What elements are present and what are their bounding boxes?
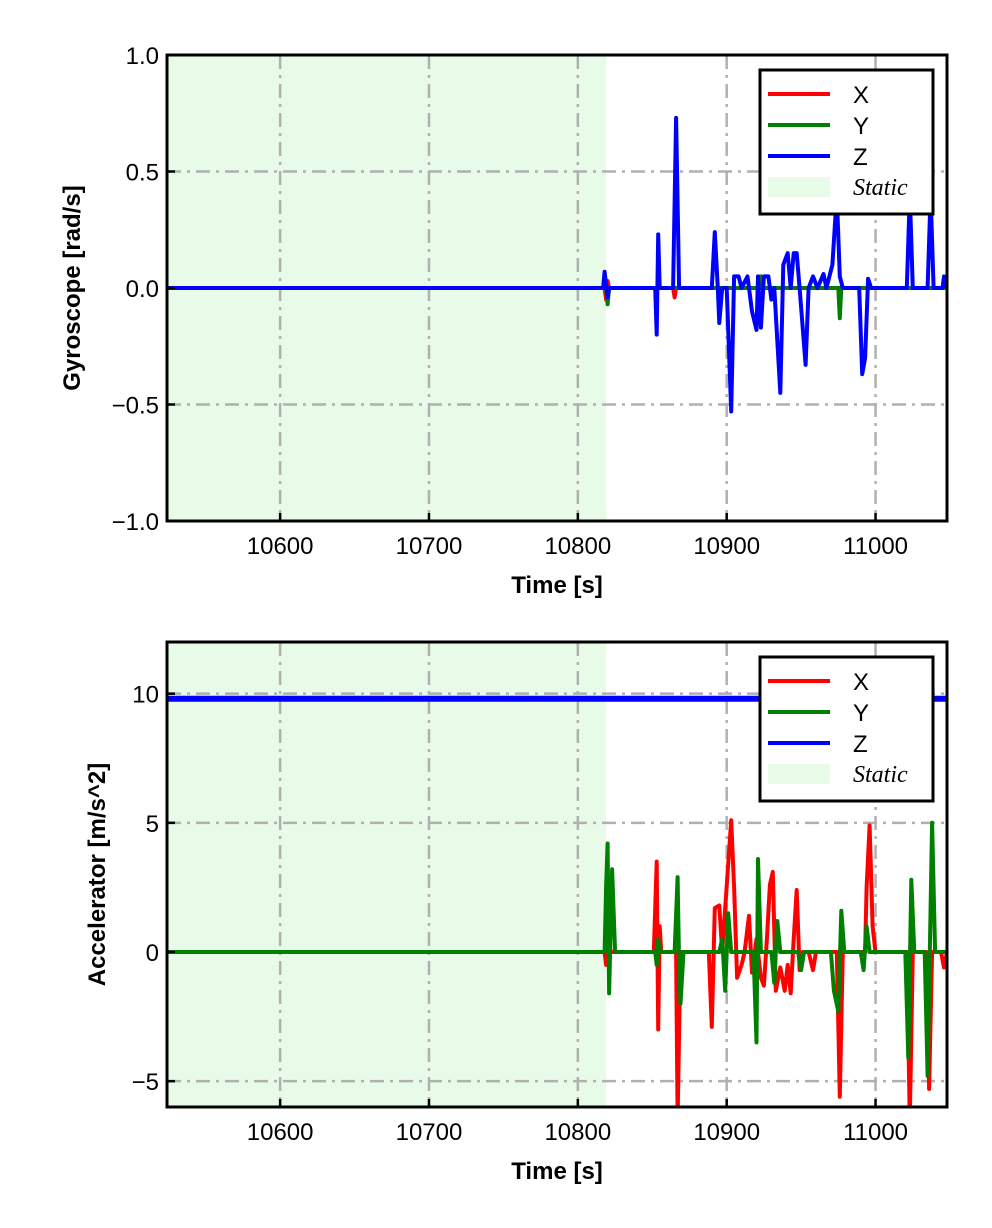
- y-tick-label: 0.5: [126, 160, 159, 187]
- x-tick-label: 10600: [247, 1119, 314, 1146]
- legend-label-static: Static: [853, 762, 908, 788]
- y-tick-label: 1.0: [126, 43, 159, 70]
- x-tick-label: 10600: [247, 533, 314, 560]
- y-tick-label: −5: [132, 1069, 159, 1096]
- legend-label-z: Z: [853, 731, 868, 758]
- x-tick-label: 11000: [843, 1119, 908, 1146]
- legend-label-y: Y: [853, 700, 869, 727]
- x-tick-label: 10800: [544, 533, 611, 560]
- static-region: [167, 642, 607, 1107]
- legend-label-x: X: [853, 82, 869, 109]
- y-tick-label: −0.5: [112, 393, 159, 420]
- x-tick-label: 10700: [396, 533, 463, 560]
- series-group: [167, 115, 947, 414]
- series-line-y: [167, 820, 947, 1078]
- legend: XYZ Static: [758, 68, 935, 216]
- y-tick-label: 5: [146, 811, 159, 838]
- x-tick-label: 10900: [693, 1119, 760, 1146]
- y-axis-label: Gyroscope [rad/s]: [59, 185, 86, 390]
- x-tick-label: 10700: [396, 1119, 463, 1146]
- axes-frame: [165, 640, 949, 1109]
- legend-swatch-static: [768, 764, 830, 784]
- legend-label-x: X: [853, 669, 869, 696]
- y-tick-label: 0.0: [126, 276, 159, 303]
- y-tick-label: −1.0: [112, 509, 159, 536]
- legend-label-static: Static: [853, 175, 908, 201]
- series-line-z: [167, 115, 947, 414]
- x-tick-label: 10800: [544, 1119, 611, 1146]
- x-axis-label: Time [s]: [511, 1158, 603, 1185]
- legend-label-y: Y: [853, 113, 869, 140]
- subplot-1: 10600 10700 10800 10900 11000 1.0 0.5 0.0 −0.5 −1…: [59, 43, 949, 599]
- y-tick-label: 0: [146, 940, 159, 967]
- x-tick-label: 11000: [843, 533, 908, 560]
- legend-swatch-static: [768, 177, 830, 197]
- legend-label-z: Z: [853, 144, 868, 171]
- legend: XYZ Static: [758, 655, 935, 803]
- subplot-2: 10600 10700 10800 10900 11000 10 5 0 −5 Time [s] A…: [84, 640, 949, 1185]
- x-axis-label: Time [s]: [511, 572, 603, 599]
- y-tick-label: 10: [132, 682, 159, 709]
- y-axis-label: Accelerator [m/s^2]: [84, 763, 111, 986]
- x-tick-label: 10900: [693, 533, 760, 560]
